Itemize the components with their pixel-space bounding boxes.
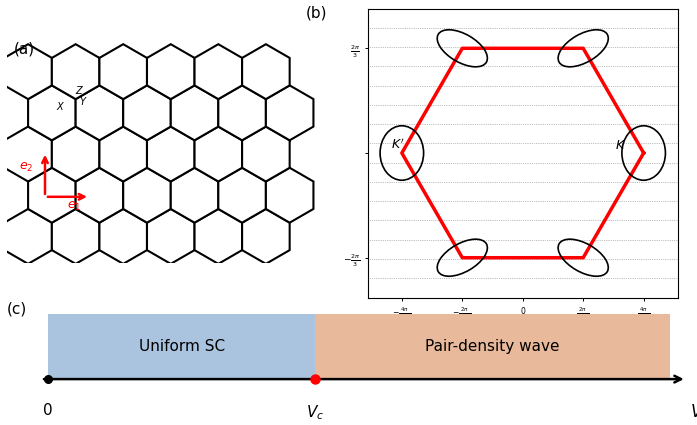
Polygon shape	[4, 209, 52, 264]
Text: $V$: $V$	[690, 403, 697, 421]
Text: Uniform SC: Uniform SC	[139, 339, 224, 354]
Polygon shape	[242, 44, 290, 99]
Polygon shape	[266, 85, 314, 140]
Polygon shape	[218, 168, 266, 223]
Polygon shape	[147, 209, 194, 264]
Bar	[315, 314, 670, 379]
Polygon shape	[218, 85, 266, 140]
Polygon shape	[147, 44, 194, 99]
Polygon shape	[100, 44, 147, 99]
Polygon shape	[28, 168, 76, 223]
Polygon shape	[171, 85, 218, 140]
Text: (c): (c)	[7, 302, 27, 317]
Polygon shape	[123, 85, 171, 140]
Polygon shape	[76, 85, 123, 140]
Polygon shape	[171, 168, 218, 223]
Text: $K'$: $K'$	[391, 137, 404, 151]
Text: (b): (b)	[306, 6, 328, 20]
Text: $K$: $K$	[615, 139, 626, 151]
Text: 0: 0	[43, 403, 53, 418]
Polygon shape	[52, 44, 100, 99]
Polygon shape	[147, 127, 194, 181]
Text: Z: Z	[75, 86, 82, 96]
Polygon shape	[242, 209, 290, 264]
Polygon shape	[242, 127, 290, 181]
Polygon shape	[4, 44, 52, 99]
Text: $e_1$: $e_1$	[67, 199, 82, 212]
Polygon shape	[194, 209, 242, 264]
Polygon shape	[194, 44, 242, 99]
Polygon shape	[266, 168, 314, 223]
Polygon shape	[4, 127, 52, 181]
Polygon shape	[100, 127, 147, 181]
Text: X: X	[56, 102, 63, 112]
Text: Pair-density wave: Pair-density wave	[425, 339, 560, 354]
Text: $V_c$: $V_c$	[306, 403, 324, 422]
Polygon shape	[123, 168, 171, 223]
Polygon shape	[194, 127, 242, 181]
Polygon shape	[28, 85, 76, 140]
Polygon shape	[52, 127, 100, 181]
Polygon shape	[52, 209, 100, 264]
Text: (a): (a)	[13, 42, 35, 57]
Polygon shape	[76, 168, 123, 223]
Polygon shape	[100, 209, 147, 264]
Bar	[48, 314, 315, 379]
Text: Y: Y	[79, 97, 86, 108]
Text: $e_2$: $e_2$	[19, 161, 33, 174]
